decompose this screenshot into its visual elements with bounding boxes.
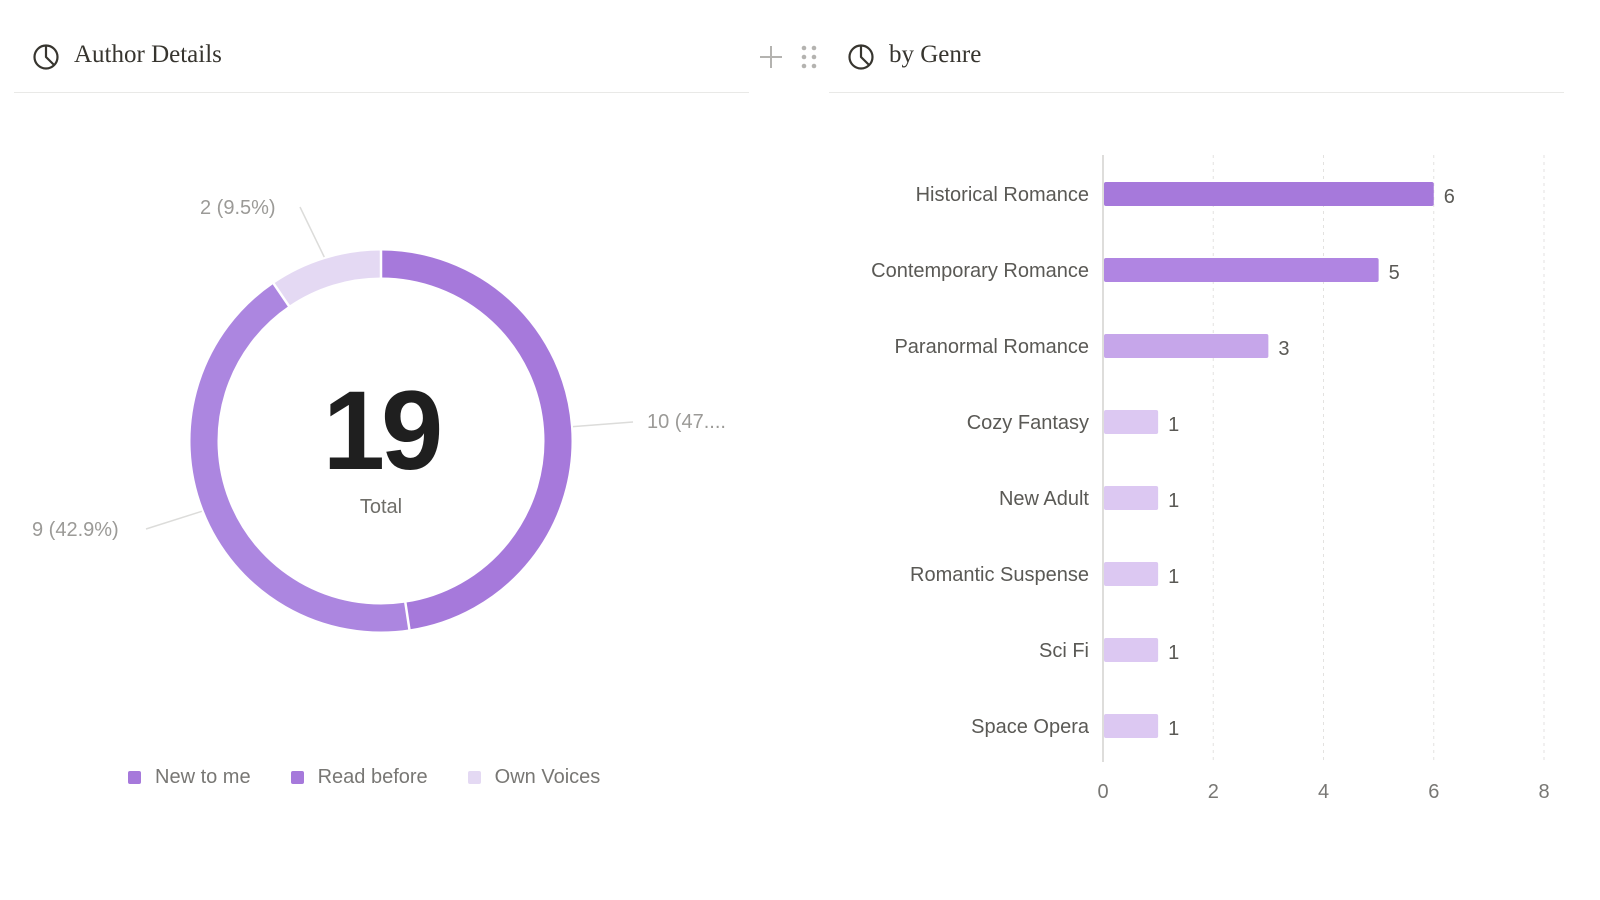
- legend-item-read-before[interactable]: Read before: [290, 766, 428, 789]
- value-label-historical-romance: 6: [1444, 186, 1455, 208]
- donut-legend: New to me Read before Own Voices: [128, 766, 600, 789]
- donut-separator: [272, 282, 291, 308]
- by-genre-title: by Genre: [889, 41, 982, 68]
- drag-handle[interactable]: [796, 43, 822, 71]
- value-label-space-opera: 1: [1168, 718, 1179, 740]
- category-label-romantic-suspense: Romantic Suspense: [910, 564, 1089, 586]
- legend-item-own-voices[interactable]: Own Voices: [467, 766, 601, 789]
- legend-item-new-to-me[interactable]: New to me: [128, 766, 251, 789]
- donut-total-label: Total: [359, 496, 403, 518]
- x-tick-label: 0: [1097, 781, 1108, 803]
- value-label-contemporary-romance: 5: [1389, 262, 1400, 284]
- category-label-paranormal-romance: Paranormal Romance: [894, 336, 1089, 358]
- slice-label-new-to-me: 9 (42.9%): [32, 519, 119, 541]
- author-details-header: Author Details: [14, 30, 749, 93]
- bar-historical-romance: [1104, 182, 1434, 206]
- pie-chart-icon: [848, 44, 874, 70]
- value-label-new-adult: 1: [1168, 490, 1179, 512]
- category-label-contemporary-romance: Contemporary Romance: [871, 260, 1089, 282]
- donut-slice-new-to-me: [190, 283, 410, 632]
- slice-label-own-voices: 2 (9.5%): [200, 197, 276, 219]
- plus-icon: [760, 46, 782, 68]
- legend-swatch: [128, 771, 141, 784]
- donut-leader-line: [145, 510, 203, 530]
- value-label-cozy-fantasy: 1: [1168, 414, 1179, 436]
- bar-paranormal-romance: [1104, 334, 1269, 358]
- category-label-cozy-fantasy: Cozy Fantasy: [967, 412, 1089, 434]
- bar-new-adult: [1104, 486, 1159, 510]
- author-details-title: Author Details: [74, 41, 222, 68]
- donut-slice-read-before: [380, 250, 572, 630]
- pie-chart-icon: [33, 44, 59, 70]
- x-tick-label: 2: [1208, 781, 1219, 803]
- value-label-sci-fi: 1: [1168, 642, 1179, 664]
- donut-total-value: 19: [322, 368, 444, 493]
- x-tick-label: 8: [1538, 781, 1549, 803]
- category-label-sci-fi: Sci Fi: [1039, 640, 1089, 662]
- value-label-romantic-suspense: 1: [1168, 566, 1179, 588]
- category-label-historical-romance: Historical Romance: [916, 184, 1089, 206]
- value-label-paranormal-romance: 3: [1278, 338, 1289, 360]
- add-button[interactable]: [758, 43, 784, 71]
- donut-leader-line: [299, 206, 325, 258]
- donut-slice-own-voices: [273, 250, 382, 307]
- bar-sci-fi: [1104, 638, 1159, 662]
- donut-separator: [403, 601, 411, 631]
- panel-toolbar: [758, 42, 822, 72]
- by-genre-header: by Genre: [829, 30, 1564, 93]
- legend-label: Own Voices: [494, 766, 601, 788]
- slice-label-read-before: 10 (47....: [647, 411, 726, 433]
- bar-romantic-suspense: [1104, 562, 1159, 586]
- legend-swatch: [467, 771, 481, 784]
- drag-handle-icon: [801, 45, 817, 69]
- legend-label: New to me: [155, 766, 251, 788]
- category-label-space-opera: Space Opera: [971, 716, 1090, 738]
- bar-cozy-fantasy: [1104, 410, 1159, 434]
- bar-contemporary-romance: [1104, 258, 1379, 282]
- x-tick-label: 4: [1318, 781, 1329, 803]
- donut-leader-line: [572, 421, 634, 428]
- legend-swatch: [290, 771, 304, 784]
- bar-space-opera: [1104, 714, 1159, 738]
- legend-label: Read before: [317, 766, 428, 788]
- category-label-new-adult: New Adult: [999, 488, 1089, 510]
- x-tick-label: 6: [1428, 781, 1439, 803]
